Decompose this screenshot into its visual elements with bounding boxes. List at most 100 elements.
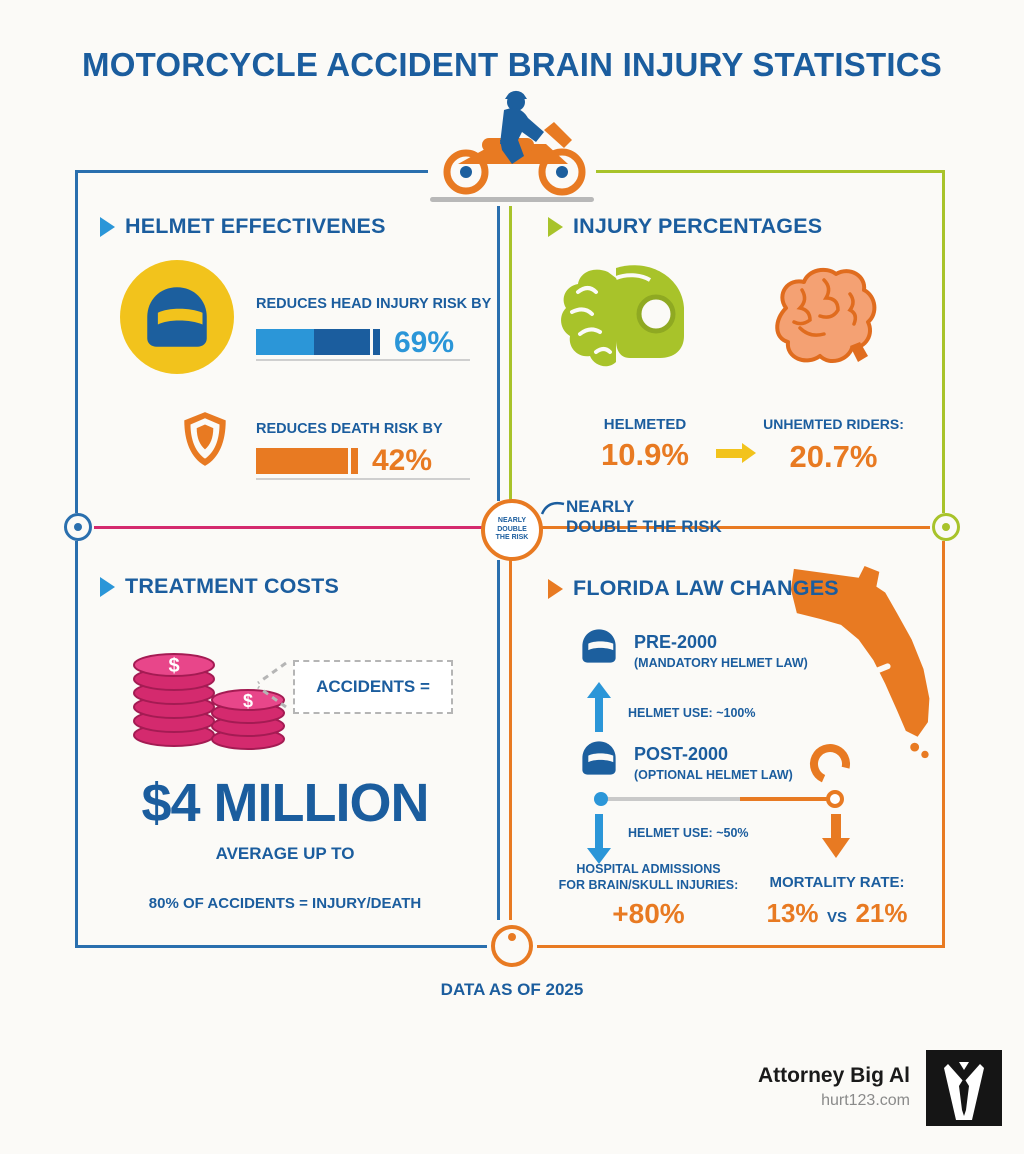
dashed-chevron-icon: [254, 658, 290, 717]
bar-underline: [256, 478, 470, 480]
border-center-top-green: [509, 205, 512, 501]
page-title: MOTORCYCLE ACCIDENT BRAIN INJURY STATIST…: [82, 46, 942, 83]
mortality-post-value: 21%: [855, 898, 908, 928]
section-heading-florida: FLORIDA LAW CHANGES: [548, 576, 839, 601]
pre-law-subtitle: (MANDATORY HELMET LAW): [634, 656, 808, 670]
bar-underline: [256, 359, 470, 361]
center-risk-circle: NEARLY DOUBLE THE RISK: [481, 499, 543, 561]
timeline-start-dot: [594, 792, 608, 806]
coins-icon: $ $: [122, 618, 297, 755]
suit-logo-icon: [926, 1050, 1002, 1131]
helmet-badge: [120, 260, 234, 374]
helmeted-value: 10.9%: [601, 437, 689, 472]
unhelmeted-label: UNHEMTED RIDERS:: [763, 416, 904, 432]
divider-left-pink: [94, 526, 482, 529]
section-heading-injury: INJURY PERCENTAGES: [548, 214, 822, 239]
broken-ring-icon: [806, 740, 854, 793]
section-heading-costs: TREATMENT COSTS: [100, 574, 339, 599]
stat-value: 69%: [394, 326, 455, 359]
bottom-circle: [491, 925, 533, 967]
accidents-callout: ACCIDENTS =: [293, 660, 453, 714]
border-bottomleft-bottom: [75, 945, 487, 948]
border-topright-top: [509, 170, 945, 173]
post-law-usage: HELMET USE: ~50%: [628, 826, 749, 840]
section-arrow-icon: [100, 576, 115, 597]
admissions-label-line2: FOR BRAIN/SKULL INJURIES:: [558, 878, 739, 892]
border-center-top-blue: [497, 205, 500, 501]
svg-text:$: $: [168, 655, 179, 677]
timeline-gray: [600, 797, 740, 801]
helmeted-brain-icon: [556, 258, 696, 381]
brand-name: Attorney Big Al: [757, 1064, 910, 1087]
center-risk-circle-text: NEARLY DOUBLE THE RISK: [495, 516, 529, 542]
section-heading-label: TREATMENT COSTS: [125, 574, 340, 598]
border-topleft-top: [75, 170, 499, 173]
border-bottomright-right: [942, 541, 945, 948]
curve-connector-icon: [540, 498, 566, 523]
brain-icon: [762, 264, 880, 379]
head-injury-bar: [256, 329, 380, 355]
border-topleft-left: [75, 170, 78, 513]
timeline-end-ring: [826, 790, 844, 808]
right-edge-circle: [932, 513, 960, 541]
right-edge-dot: [942, 523, 950, 531]
death-risk-bar: [256, 448, 358, 474]
arrow-shaft: [716, 448, 742, 458]
section-arrow-icon: [548, 216, 563, 237]
left-edge-circle: [64, 513, 92, 541]
arrow-head: [742, 443, 756, 463]
cost-amount: $4 MILLION: [141, 773, 429, 833]
admissions-label-line1: HOSPITAL ADMISSIONS: [576, 862, 721, 876]
bar-cap: [373, 329, 380, 355]
accidents-label: ACCIDENTS =: [316, 677, 430, 696]
border-center-bottom-orange: [509, 560, 512, 920]
mortality-values: 13% VS 21%: [742, 898, 932, 929]
motorcycle-rider-icon: [428, 88, 596, 206]
bottom-circle-dot: [508, 933, 516, 941]
border-bottomleft-left: [75, 541, 78, 948]
bar-cap: [351, 448, 358, 474]
pre-law-title: PRE-2000: [634, 632, 718, 652]
post-law-subtitle: (OPTIONAL HELMET LAW): [634, 768, 793, 782]
stat-label: REDUCES DEATH RISK BY: [256, 421, 443, 437]
section-heading-helmet: HELMET EFFECTIVENES: [100, 214, 386, 239]
bar-segment-light: [256, 329, 314, 355]
stat-label: REDUCES HEAD INJURY RISK BY: [256, 296, 492, 312]
section-arrow-icon: [100, 216, 115, 237]
unhelmeted-value: 20.7%: [789, 439, 878, 474]
border-topright-right: [942, 170, 945, 513]
risk-note-line2: DOUBLE THE RISK: [566, 517, 722, 536]
bar-segment-dark: [314, 329, 370, 355]
timeline-orange: [740, 797, 828, 801]
section-heading-label: FLORIDA LAW CHANGES: [573, 576, 839, 600]
bar-segment-orange: [256, 448, 348, 474]
border-bottomright-bottom: [537, 945, 945, 948]
section-heading-label: INJURY PERCENTAGES: [573, 214, 823, 238]
left-edge-dot: [74, 523, 82, 531]
down-arrow-icon: [586, 812, 612, 869]
svg-text:$: $: [243, 691, 253, 711]
cost-stat-note: 80% OF ACCIDENTS = INJURY/DEATH: [148, 895, 422, 912]
section-heading-label: HELMET EFFECTIVENES: [125, 214, 386, 238]
florida-map-icon: [788, 552, 950, 797]
section-arrow-icon: [548, 578, 563, 599]
cost-qualifier: AVERAGE UP TO: [215, 844, 355, 863]
helmet-icon: [147, 287, 207, 347]
data-note: DATA AS OF 2025: [440, 980, 584, 999]
brand-site: hurt123.com: [821, 1092, 910, 1109]
stat-value: 42%: [372, 444, 433, 477]
mortality-pre-value: 13%: [766, 898, 819, 928]
down-arrow-orange-icon: [820, 814, 852, 865]
shield-icon: [180, 410, 230, 473]
border-center-bottom-blue: [497, 560, 500, 920]
mortality-label: MORTALITY RATE:: [769, 874, 905, 891]
admissions-value: +80%: [612, 898, 685, 929]
up-arrow-icon: [586, 682, 612, 739]
ground-line: [430, 197, 594, 202]
post-law-title: POST-2000: [634, 744, 729, 764]
risk-note-line1: NEARLY: [566, 497, 635, 516]
divider-right-orange: [542, 526, 930, 529]
arrow-right-icon: [716, 443, 756, 463]
pre-law-usage: HELMET USE: ~100%: [628, 706, 756, 720]
